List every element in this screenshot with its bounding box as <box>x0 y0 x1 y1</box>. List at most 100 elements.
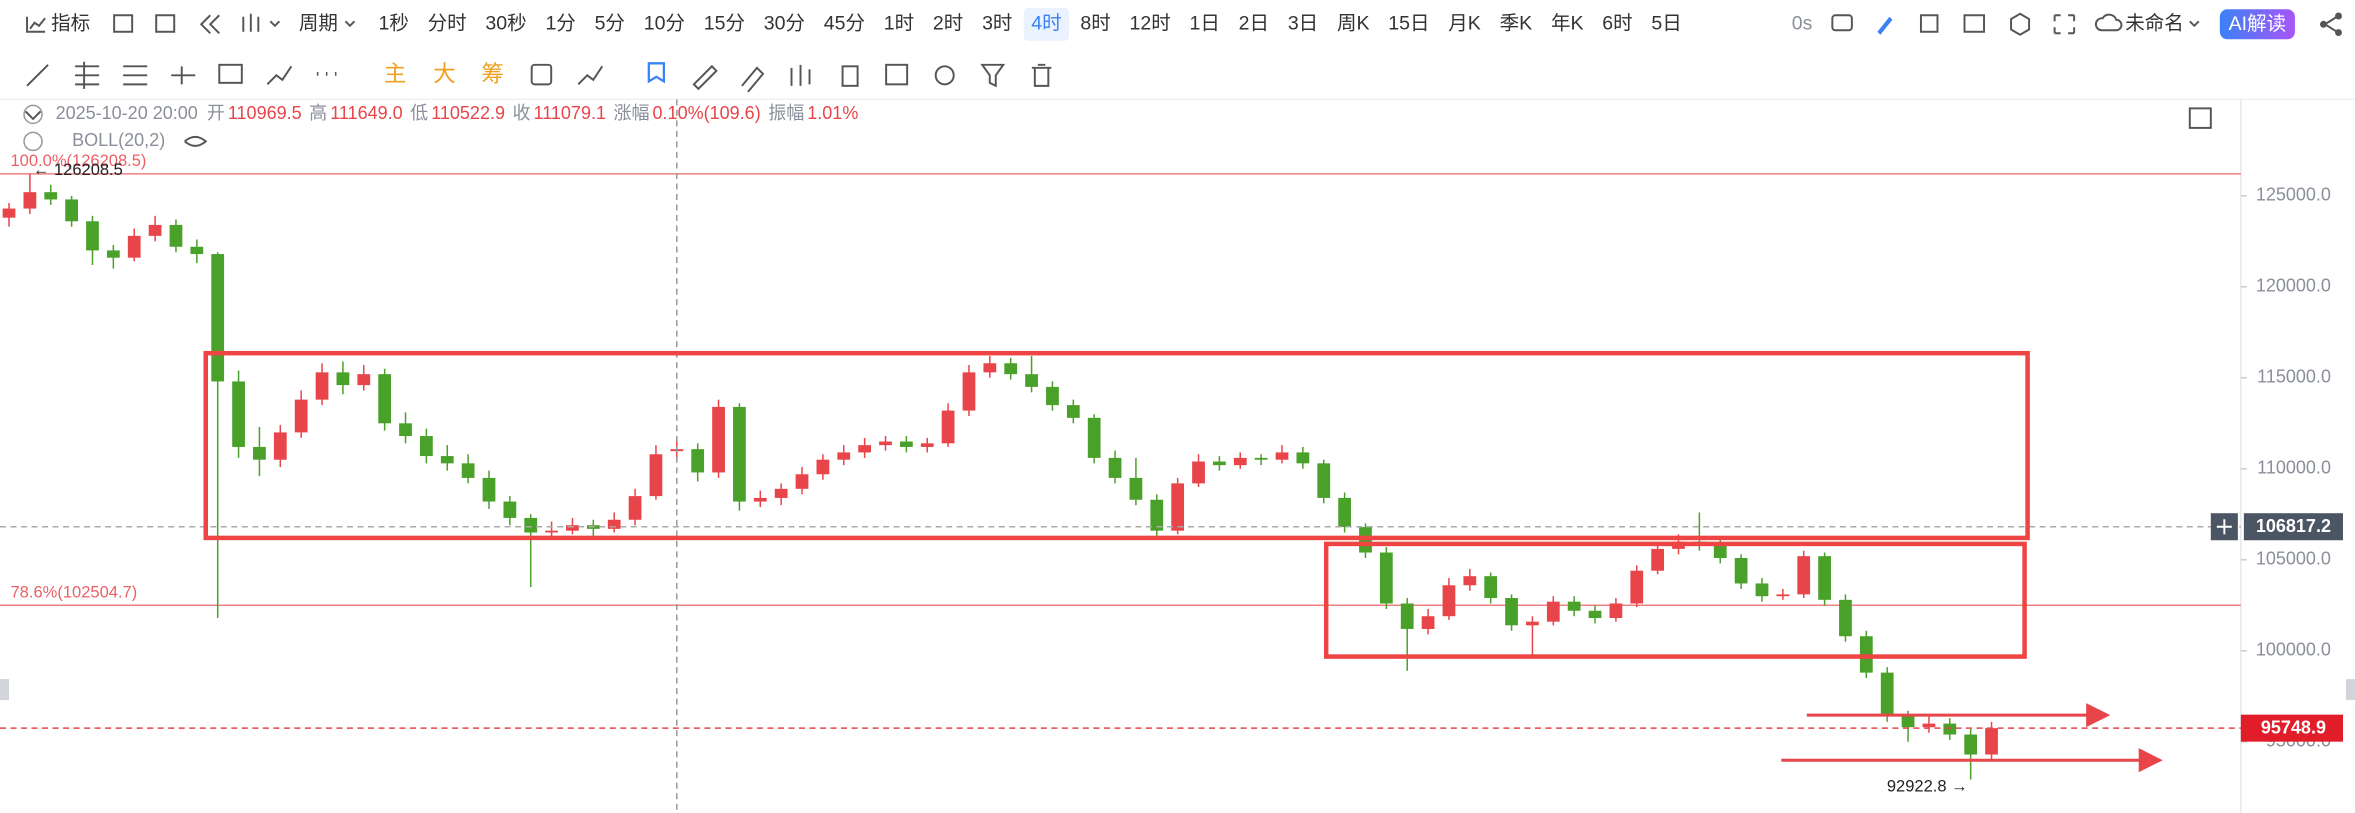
interval-button[interactable]: 8时 <box>1080 12 1110 34</box>
draw-icon[interactable] <box>1877 16 1893 35</box>
period-button[interactable]: 周期 <box>299 12 338 34</box>
ruler-tool[interactable] <box>692 64 718 91</box>
indicator-label[interactable]: BOLL(20,2) <box>72 130 165 150</box>
replay-icon[interactable] <box>199 14 220 34</box>
eye-icon[interactable] <box>184 135 208 147</box>
interval-button[interactable]: 1分 <box>545 12 575 34</box>
candle-body <box>1213 461 1226 466</box>
candle-body <box>1713 545 1727 558</box>
indicator-icon[interactable] <box>26 16 46 33</box>
interval-button[interactable]: 4时 <box>1031 12 1061 34</box>
channel-tool[interactable] <box>123 65 148 86</box>
candle-body <box>649 454 663 497</box>
candle-body <box>1630 570 1644 604</box>
settings-icon[interactable] <box>2010 12 2031 36</box>
main-tool[interactable]: 主 <box>384 61 407 86</box>
side-tab[interactable] <box>2345 679 2355 701</box>
range-box[interactable] <box>203 350 2030 541</box>
delete-tool[interactable] <box>1031 63 1052 87</box>
filter-tool[interactable] <box>980 63 1006 88</box>
candle-body <box>1484 576 1498 599</box>
info-label: 低 <box>410 103 428 123</box>
collapse-ring[interactable] <box>23 131 43 152</box>
brush-tool[interactable] <box>741 66 765 93</box>
collapse-icon[interactable] <box>24 110 42 121</box>
workspace-name[interactable]: 未命名 <box>2125 12 2184 34</box>
line-tool[interactable] <box>26 64 49 87</box>
interval-button[interactable]: 1日 <box>1190 12 1220 34</box>
side-tab[interactable] <box>0 679 10 701</box>
candle-body <box>1609 603 1623 619</box>
interval-button[interactable]: 3时 <box>982 12 1012 34</box>
crosshair-price-tag <box>2243 513 2343 541</box>
interval-button[interactable]: 1时 <box>884 12 914 34</box>
collapse-ring[interactable] <box>23 104 43 125</box>
fullscreen-icon[interactable] <box>2053 14 2076 35</box>
interval-button[interactable]: 年K <box>1551 12 1584 34</box>
chart-type-icon[interactable] <box>242 13 281 32</box>
bars-tool[interactable] <box>790 64 811 86</box>
interval-button[interactable]: 3日 <box>1288 12 1318 34</box>
timer: 0s <box>1792 12 1813 34</box>
battery-tool[interactable] <box>841 65 859 87</box>
candle-body <box>607 519 621 529</box>
candle-body <box>816 459 830 475</box>
interval-button[interactable]: 季K <box>1500 12 1533 34</box>
info-label: 高 <box>309 103 327 123</box>
multi-chart-icon[interactable] <box>155 14 176 33</box>
interval-button[interactable]: 周K <box>1337 12 1370 34</box>
ai-button[interactable] <box>2219 9 2295 40</box>
share-icon[interactable] <box>2324 15 2338 33</box>
info-value: 110522.9 <box>431 103 505 123</box>
candle-body <box>503 501 517 518</box>
chips-tool[interactable]: 筹 <box>481 61 504 86</box>
interval-button[interactable]: 12时 <box>1130 12 1171 34</box>
expand-icon[interactable] <box>2188 107 2212 129</box>
candle-body <box>1317 463 1331 498</box>
interval-button[interactable]: 30分 <box>764 12 805 34</box>
candle-body <box>1588 610 1602 619</box>
interval-button[interactable]: 1秒 <box>378 12 408 34</box>
interval-button[interactable]: 10分 <box>644 12 685 34</box>
interval-button[interactable]: 月K <box>1448 12 1481 34</box>
note-tool[interactable] <box>885 63 909 86</box>
interval-button[interactable]: 15日 <box>1388 12 1429 34</box>
indicator-button[interactable]: 指标 <box>51 12 90 34</box>
big-tool[interactable]: 大 <box>433 61 456 86</box>
candle-body <box>106 250 120 258</box>
candle-body <box>461 463 475 478</box>
interval-button[interactable]: 5日 <box>1651 12 1681 34</box>
share-dot <box>2320 20 2327 28</box>
y-tick-label: 110000.0 <box>2257 458 2331 478</box>
candle-body <box>1025 374 1038 387</box>
candle-body <box>86 221 99 251</box>
interval-button[interactable]: 45分 <box>824 12 865 34</box>
candle-body <box>1922 723 1936 728</box>
interval-button[interactable]: 6时 <box>1602 12 1632 34</box>
candle-body <box>1797 556 1811 595</box>
interval-button[interactable]: 2日 <box>1239 12 1269 34</box>
interval-button[interactable]: 分时 <box>428 12 467 34</box>
wave-tool[interactable] <box>266 65 293 86</box>
parallel-tool[interactable] <box>75 61 100 89</box>
range-box[interactable] <box>1323 541 2027 659</box>
bookmark-tool[interactable] <box>647 62 665 84</box>
trend-tool[interactable] <box>577 65 604 86</box>
hline-tool[interactable] <box>171 66 196 85</box>
screenshot-icon[interactable] <box>1831 14 1853 32</box>
copy-tool[interactable] <box>530 63 553 86</box>
ai-button-label[interactable]: AI解读 <box>2229 13 2286 35</box>
window-icon[interactable] <box>1919 14 1939 33</box>
rect-tool[interactable] <box>218 63 243 84</box>
calc-icon[interactable] <box>1963 14 1986 33</box>
magnet-tool[interactable] <box>934 65 955 86</box>
candle-body <box>837 452 851 460</box>
interval-button[interactable]: 2时 <box>933 12 963 34</box>
interval-button[interactable]: 15分 <box>704 12 745 34</box>
y-tick-label: 100000.0 <box>2256 640 2331 660</box>
interval-button[interactable]: 30秒 <box>485 12 526 34</box>
candle-body <box>1066 405 1080 418</box>
layout-icon[interactable] <box>113 14 134 33</box>
interval-button[interactable]: 5分 <box>595 12 625 34</box>
